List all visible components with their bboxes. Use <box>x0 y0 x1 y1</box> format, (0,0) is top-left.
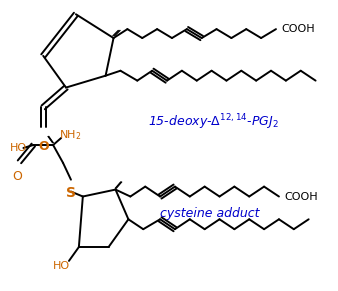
Text: HO: HO <box>9 143 27 153</box>
Text: COOH: COOH <box>281 24 315 34</box>
Text: O: O <box>38 140 49 153</box>
Text: COOH: COOH <box>284 191 317 201</box>
Text: O: O <box>13 170 22 183</box>
Text: HO: HO <box>53 261 70 271</box>
Text: 15-deoxy-$\Delta^{12,14}$-PGJ$_2$: 15-deoxy-$\Delta^{12,14}$-PGJ$_2$ <box>148 112 279 132</box>
Text: NH$_2$: NH$_2$ <box>59 128 81 142</box>
Text: cysteine adduct: cysteine adduct <box>160 207 260 220</box>
Text: S: S <box>66 186 76 200</box>
